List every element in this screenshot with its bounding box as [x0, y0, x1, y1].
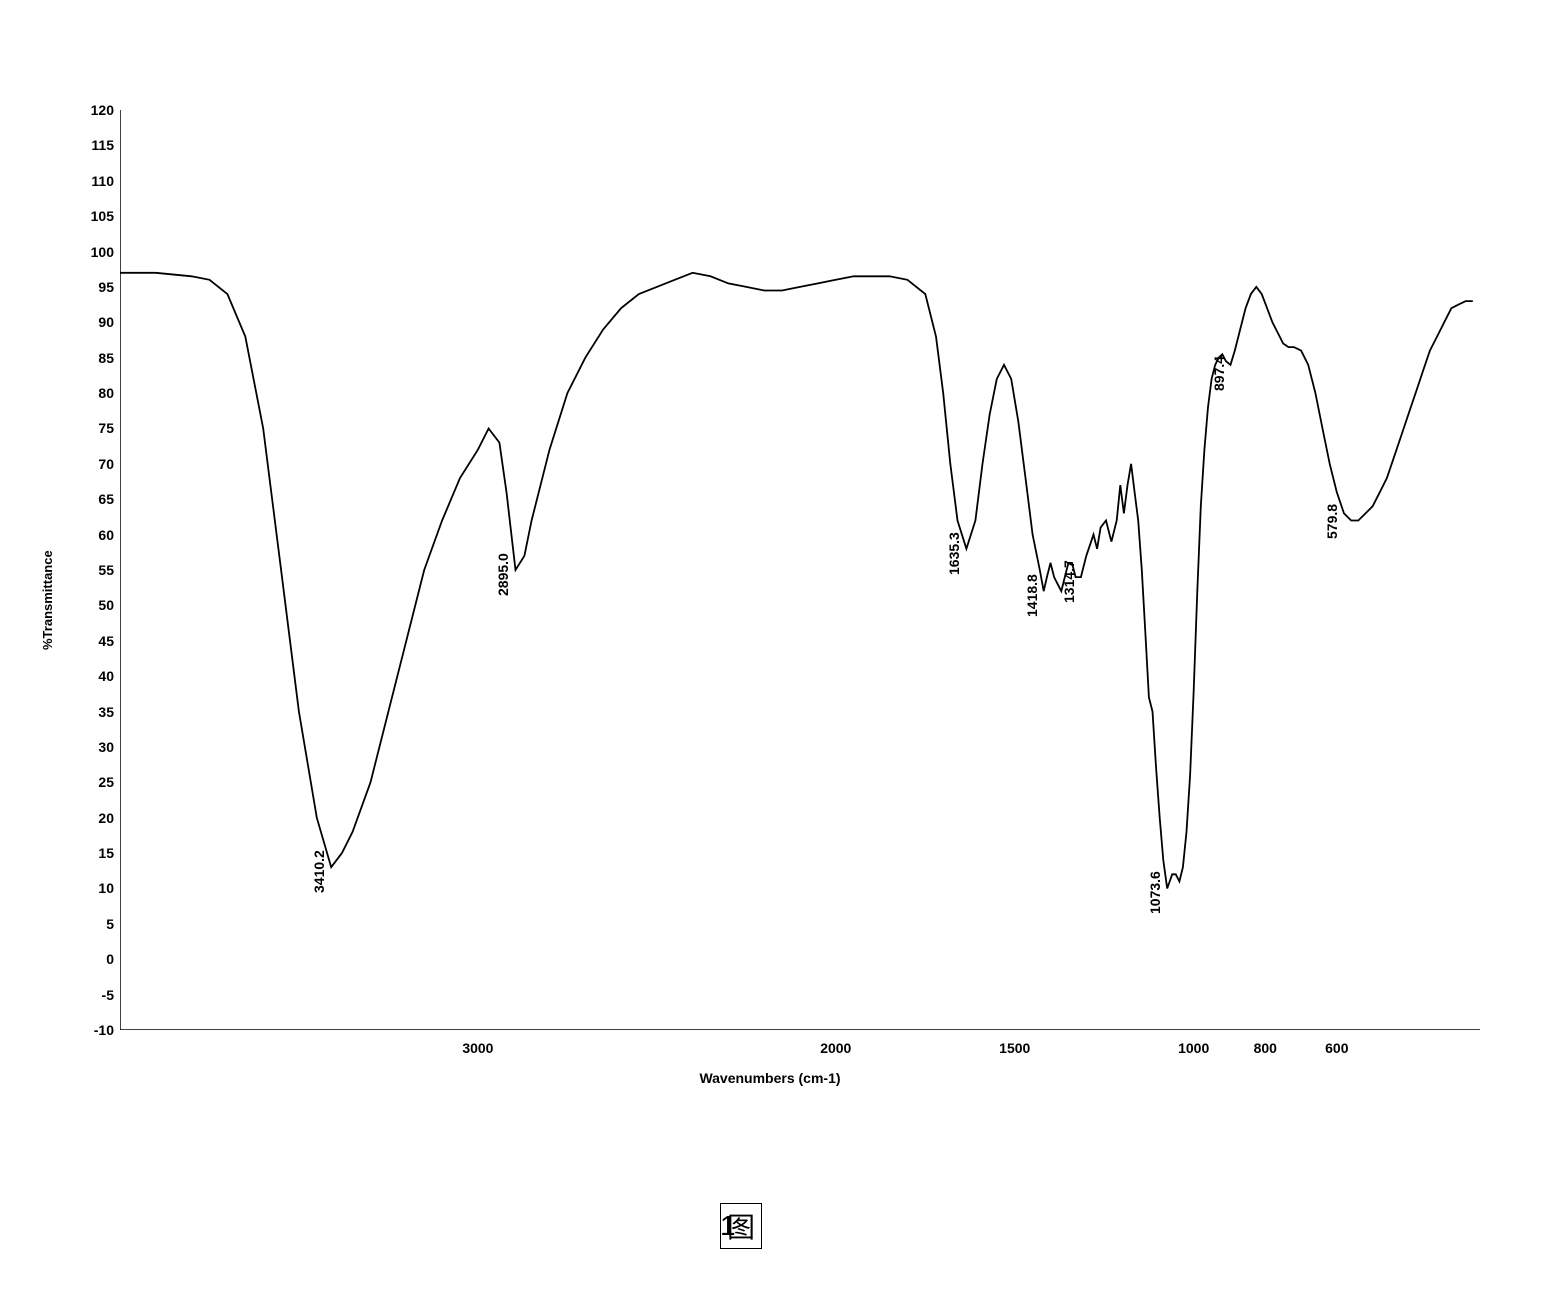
x-tick-label: 2000 [806, 1040, 866, 1056]
y-tick-label: 85 [80, 350, 114, 366]
peak-label: 1073.6 [1147, 872, 1163, 915]
y-tick-label: 25 [80, 774, 114, 790]
x-tick-label: 1000 [1164, 1040, 1224, 1056]
y-tick-label: -5 [80, 987, 114, 1003]
y-tick-label: 55 [80, 562, 114, 578]
x-axis-label: Wavenumbers (cm-1) [670, 1070, 870, 1086]
y-tick-label: 80 [80, 385, 114, 401]
y-tick-label: 0 [80, 951, 114, 967]
y-tick-label: 10 [80, 880, 114, 896]
y-tick-label: 45 [80, 633, 114, 649]
y-tick-label: 70 [80, 456, 114, 472]
x-tick-label: 800 [1235, 1040, 1295, 1056]
y-tick-label: 5 [80, 916, 114, 932]
x-tick-label: 1500 [985, 1040, 1045, 1056]
y-tick-label: 90 [80, 314, 114, 330]
y-tick-label: 30 [80, 739, 114, 755]
y-tick-label: 40 [80, 668, 114, 684]
y-tick-label: 20 [80, 810, 114, 826]
spectrum-line [120, 273, 1473, 889]
page-container: %Transmittance -10 -5 0 5 10 15 20 25 30 35 40 45 50… [0, 0, 1565, 1316]
peak-label: 3410.2 [311, 850, 327, 893]
y-tick-label: 115 [80, 137, 114, 153]
peak-label: 579.8 [1324, 504, 1340, 539]
y-tick-label: 50 [80, 597, 114, 613]
y-tick-label: 95 [80, 279, 114, 295]
y-tick-label: 35 [80, 704, 114, 720]
peak-label: 897.4 [1211, 356, 1227, 391]
y-axis-label: %Transmittance [40, 550, 55, 650]
y-tick-label: 65 [80, 491, 114, 507]
y-tick-label: 60 [80, 527, 114, 543]
figure-caption: 图 1 [720, 1210, 736, 1242]
y-tick-label: 100 [80, 244, 114, 260]
y-tick-label: 110 [80, 173, 114, 189]
y-tick-label: 75 [80, 420, 114, 436]
x-tick-label: 600 [1307, 1040, 1367, 1056]
peak-label: 1314.7 [1061, 560, 1077, 603]
x-tick-label: 3000 [448, 1040, 508, 1056]
ir-spectrum-chart: %Transmittance -10-505101520253035404550… [50, 100, 1490, 1110]
y-tick-label: -10 [80, 1022, 114, 1038]
peak-label: 1418.8 [1024, 574, 1040, 617]
y-tick-label: 120 [80, 102, 114, 118]
peak-label: 2895.0 [495, 553, 511, 596]
y-tick-label: 105 [80, 208, 114, 224]
caption-prefix: 图 [720, 1203, 762, 1249]
y-tick-label: 15 [80, 845, 114, 861]
peak-label: 1635.3 [946, 532, 962, 575]
